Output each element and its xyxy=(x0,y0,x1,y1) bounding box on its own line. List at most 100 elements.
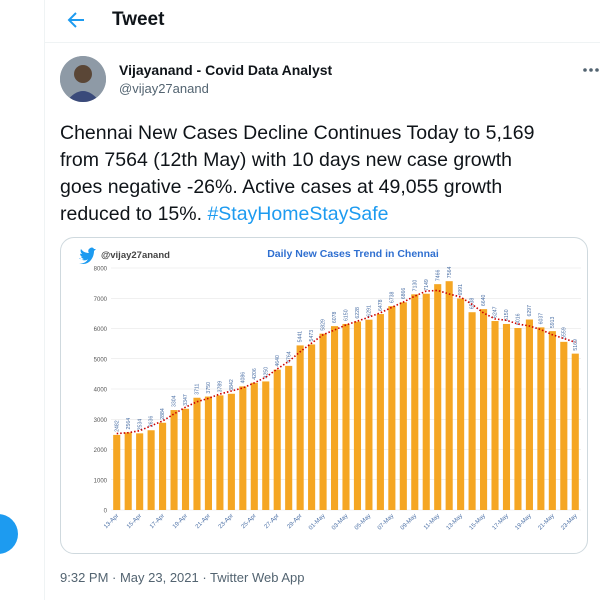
chart-title: Daily New Cases Trend in Chennai xyxy=(267,248,439,260)
data-label: 6037 xyxy=(538,313,544,325)
data-label: 6150 xyxy=(504,309,510,321)
x-tick-label: 15-May xyxy=(469,513,487,531)
bar xyxy=(468,312,476,510)
bar xyxy=(399,302,407,510)
bar xyxy=(445,281,453,510)
bar xyxy=(353,321,362,510)
author-handle[interactable]: @vijay27anand xyxy=(119,81,209,96)
tweet-text-line: Chennai New Cases Decline Continues Toda… xyxy=(60,122,535,144)
data-label: 3304 xyxy=(172,395,178,407)
compose-button[interactable] xyxy=(0,514,18,554)
twitter-bird-icon xyxy=(79,247,96,264)
bar xyxy=(239,386,247,510)
author-name[interactable]: Vijayanand - Covid Data Analyst xyxy=(119,62,333,78)
x-tick-label: 15-Apr xyxy=(126,513,143,530)
data-label: 3789 xyxy=(218,381,224,393)
bar xyxy=(296,345,304,510)
hashtag-link[interactable]: #StayHomeStaySafe xyxy=(207,203,389,225)
tweet-text-line-end: reduced to 15%. xyxy=(60,203,208,225)
x-tick-label: 21-May xyxy=(537,513,555,531)
bar xyxy=(181,408,190,510)
bar-chart: @vijay27anand Daily New Cases Trend in C… xyxy=(79,247,581,532)
tweet-text: Chennai New Cases Decline Continues Toda… xyxy=(60,120,580,228)
trend-line xyxy=(116,289,576,435)
x-tick-label: 13-Apr xyxy=(103,513,120,530)
bar xyxy=(342,323,350,510)
bar xyxy=(411,294,419,510)
data-label: 3750 xyxy=(206,382,212,394)
data-label: 2564 xyxy=(126,418,132,430)
bar xyxy=(170,410,178,510)
x-tick-label: 19-May xyxy=(514,513,532,531)
data-label: 6150 xyxy=(344,309,350,321)
tweet-detail: Tweet Vijayanand - Covid Data Analyst @v… xyxy=(44,0,600,600)
bar xyxy=(227,393,235,510)
y-tick-label: 7000 xyxy=(94,297,108,303)
data-label: 4640 xyxy=(275,355,281,367)
left-rail xyxy=(0,0,45,600)
x-tick-label: 11-May xyxy=(423,513,441,531)
y-tick-label: 5000 xyxy=(94,357,108,363)
bar xyxy=(273,369,281,510)
bar xyxy=(147,430,155,510)
data-label: 4206 xyxy=(252,368,258,380)
y-tick-label: 6000 xyxy=(94,327,108,333)
y-tick-label: 3000 xyxy=(94,418,108,424)
bar xyxy=(308,344,316,510)
bar xyxy=(571,353,579,510)
x-tick-label: 17-May xyxy=(492,513,510,531)
data-label: 2482 xyxy=(114,420,120,432)
x-tick-label: 17-Apr xyxy=(149,513,166,530)
x-tick-label: 25-Apr xyxy=(241,513,258,530)
tweet-image[interactable]: @vijay27anand Daily New Cases Trend in C… xyxy=(60,237,588,554)
more-options-icon[interactable] xyxy=(582,66,600,74)
bar xyxy=(422,293,430,510)
data-label: 2884 xyxy=(160,408,166,420)
data-label: 6228 xyxy=(355,307,361,319)
bar xyxy=(136,433,144,510)
bar xyxy=(262,381,270,510)
page-title: Tweet xyxy=(112,9,165,30)
data-label: 6738 xyxy=(389,292,395,304)
bar xyxy=(216,395,224,510)
x-tick-label: 03-May xyxy=(331,513,349,531)
data-label: 6247 xyxy=(493,306,499,318)
data-label: 5441 xyxy=(298,331,304,343)
data-label: 5829 xyxy=(321,319,327,331)
bar xyxy=(537,327,545,510)
tweet-text-line: from 7564 (12th May) with 10 days new ca… xyxy=(60,149,512,171)
data-label: 5473 xyxy=(309,330,315,342)
avatar[interactable] xyxy=(60,56,106,102)
back-arrow-icon[interactable] xyxy=(64,8,88,32)
bar xyxy=(502,323,511,510)
y-tick-label: 0 xyxy=(104,509,108,515)
data-label: 6478 xyxy=(378,299,384,311)
chart-watermark: @vijay27anand xyxy=(101,250,170,261)
data-label: 3711 xyxy=(195,383,201,394)
data-label: 6297 xyxy=(527,305,533,317)
data-label: 7466 xyxy=(435,269,441,281)
bar xyxy=(204,396,212,510)
x-tick-label: 21-Apr xyxy=(195,513,212,530)
bar xyxy=(525,319,533,510)
data-label: 6866 xyxy=(401,288,407,300)
bar xyxy=(250,382,258,510)
data-label: 2534 xyxy=(137,419,143,431)
bar xyxy=(113,434,121,510)
data-label: 7130 xyxy=(412,280,418,292)
data-label: 7149 xyxy=(424,279,430,291)
data-label: 3347 xyxy=(183,394,189,406)
data-label: 4250 xyxy=(263,367,269,379)
bar xyxy=(560,341,568,510)
tweet-text-line: reduced to 15%. #StayHomeStaySafe xyxy=(60,201,580,228)
x-tick-label: 01-May xyxy=(308,513,326,531)
data-label: 7564 xyxy=(447,267,453,279)
bar xyxy=(193,397,201,510)
tweet-meta: 9:32 PM · May 23, 2021 · Twitter Web App xyxy=(60,570,305,585)
bar xyxy=(124,432,132,510)
data-label: 6291 xyxy=(367,305,373,317)
bar xyxy=(548,331,556,510)
data-label: 6538 xyxy=(470,298,476,310)
y-tick-label: 1000 xyxy=(94,478,108,484)
bar xyxy=(480,309,488,510)
